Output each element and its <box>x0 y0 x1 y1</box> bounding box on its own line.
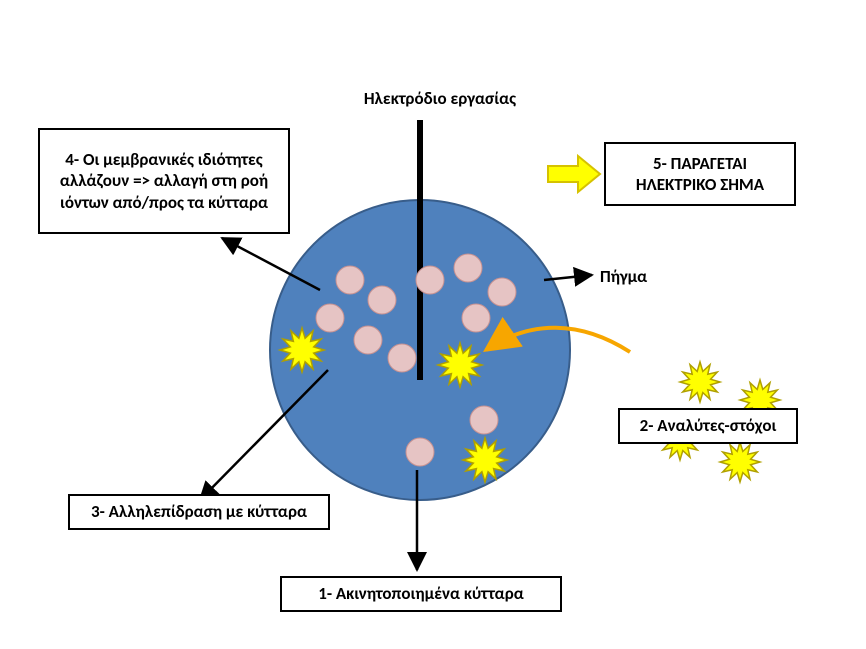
analyte-star <box>680 362 720 402</box>
pigma-label: Πήγμα <box>600 266 680 287</box>
cell-dot <box>406 438 434 466</box>
cell-dot <box>470 406 498 434</box>
cell-dot <box>388 344 416 372</box>
box-step2: 2- Αναλύτες-στόχοι <box>618 408 798 444</box>
cell-dot <box>316 304 344 332</box>
analyte-star <box>720 442 760 482</box>
cell-dot <box>354 326 382 354</box>
cell-dot <box>454 254 482 282</box>
box-step4: 4- Οι μεμβρανικές ιδιότητες αλλάζουν => … <box>38 128 290 234</box>
box-step1: 1- Ακινητοποιημένα κύτταρα <box>280 576 562 612</box>
cell-dot <box>416 266 444 294</box>
electrode-label: Ηλεκτρόδιο εργασίας <box>330 88 550 109</box>
box-step5: 5- ΠΑΡΑΓΕΤΑΙ ΗΛΕΚΤΡΙΚΟ ΣΗΜΑ <box>604 142 796 206</box>
cell-dot <box>462 304 490 332</box>
cell-dot <box>488 278 516 306</box>
box-step3: 3- Αλληλεπίδραση με κύτταρα <box>68 494 330 530</box>
cell-dot <box>368 286 396 314</box>
cell-dot <box>336 266 364 294</box>
signal-arrow <box>548 156 600 192</box>
